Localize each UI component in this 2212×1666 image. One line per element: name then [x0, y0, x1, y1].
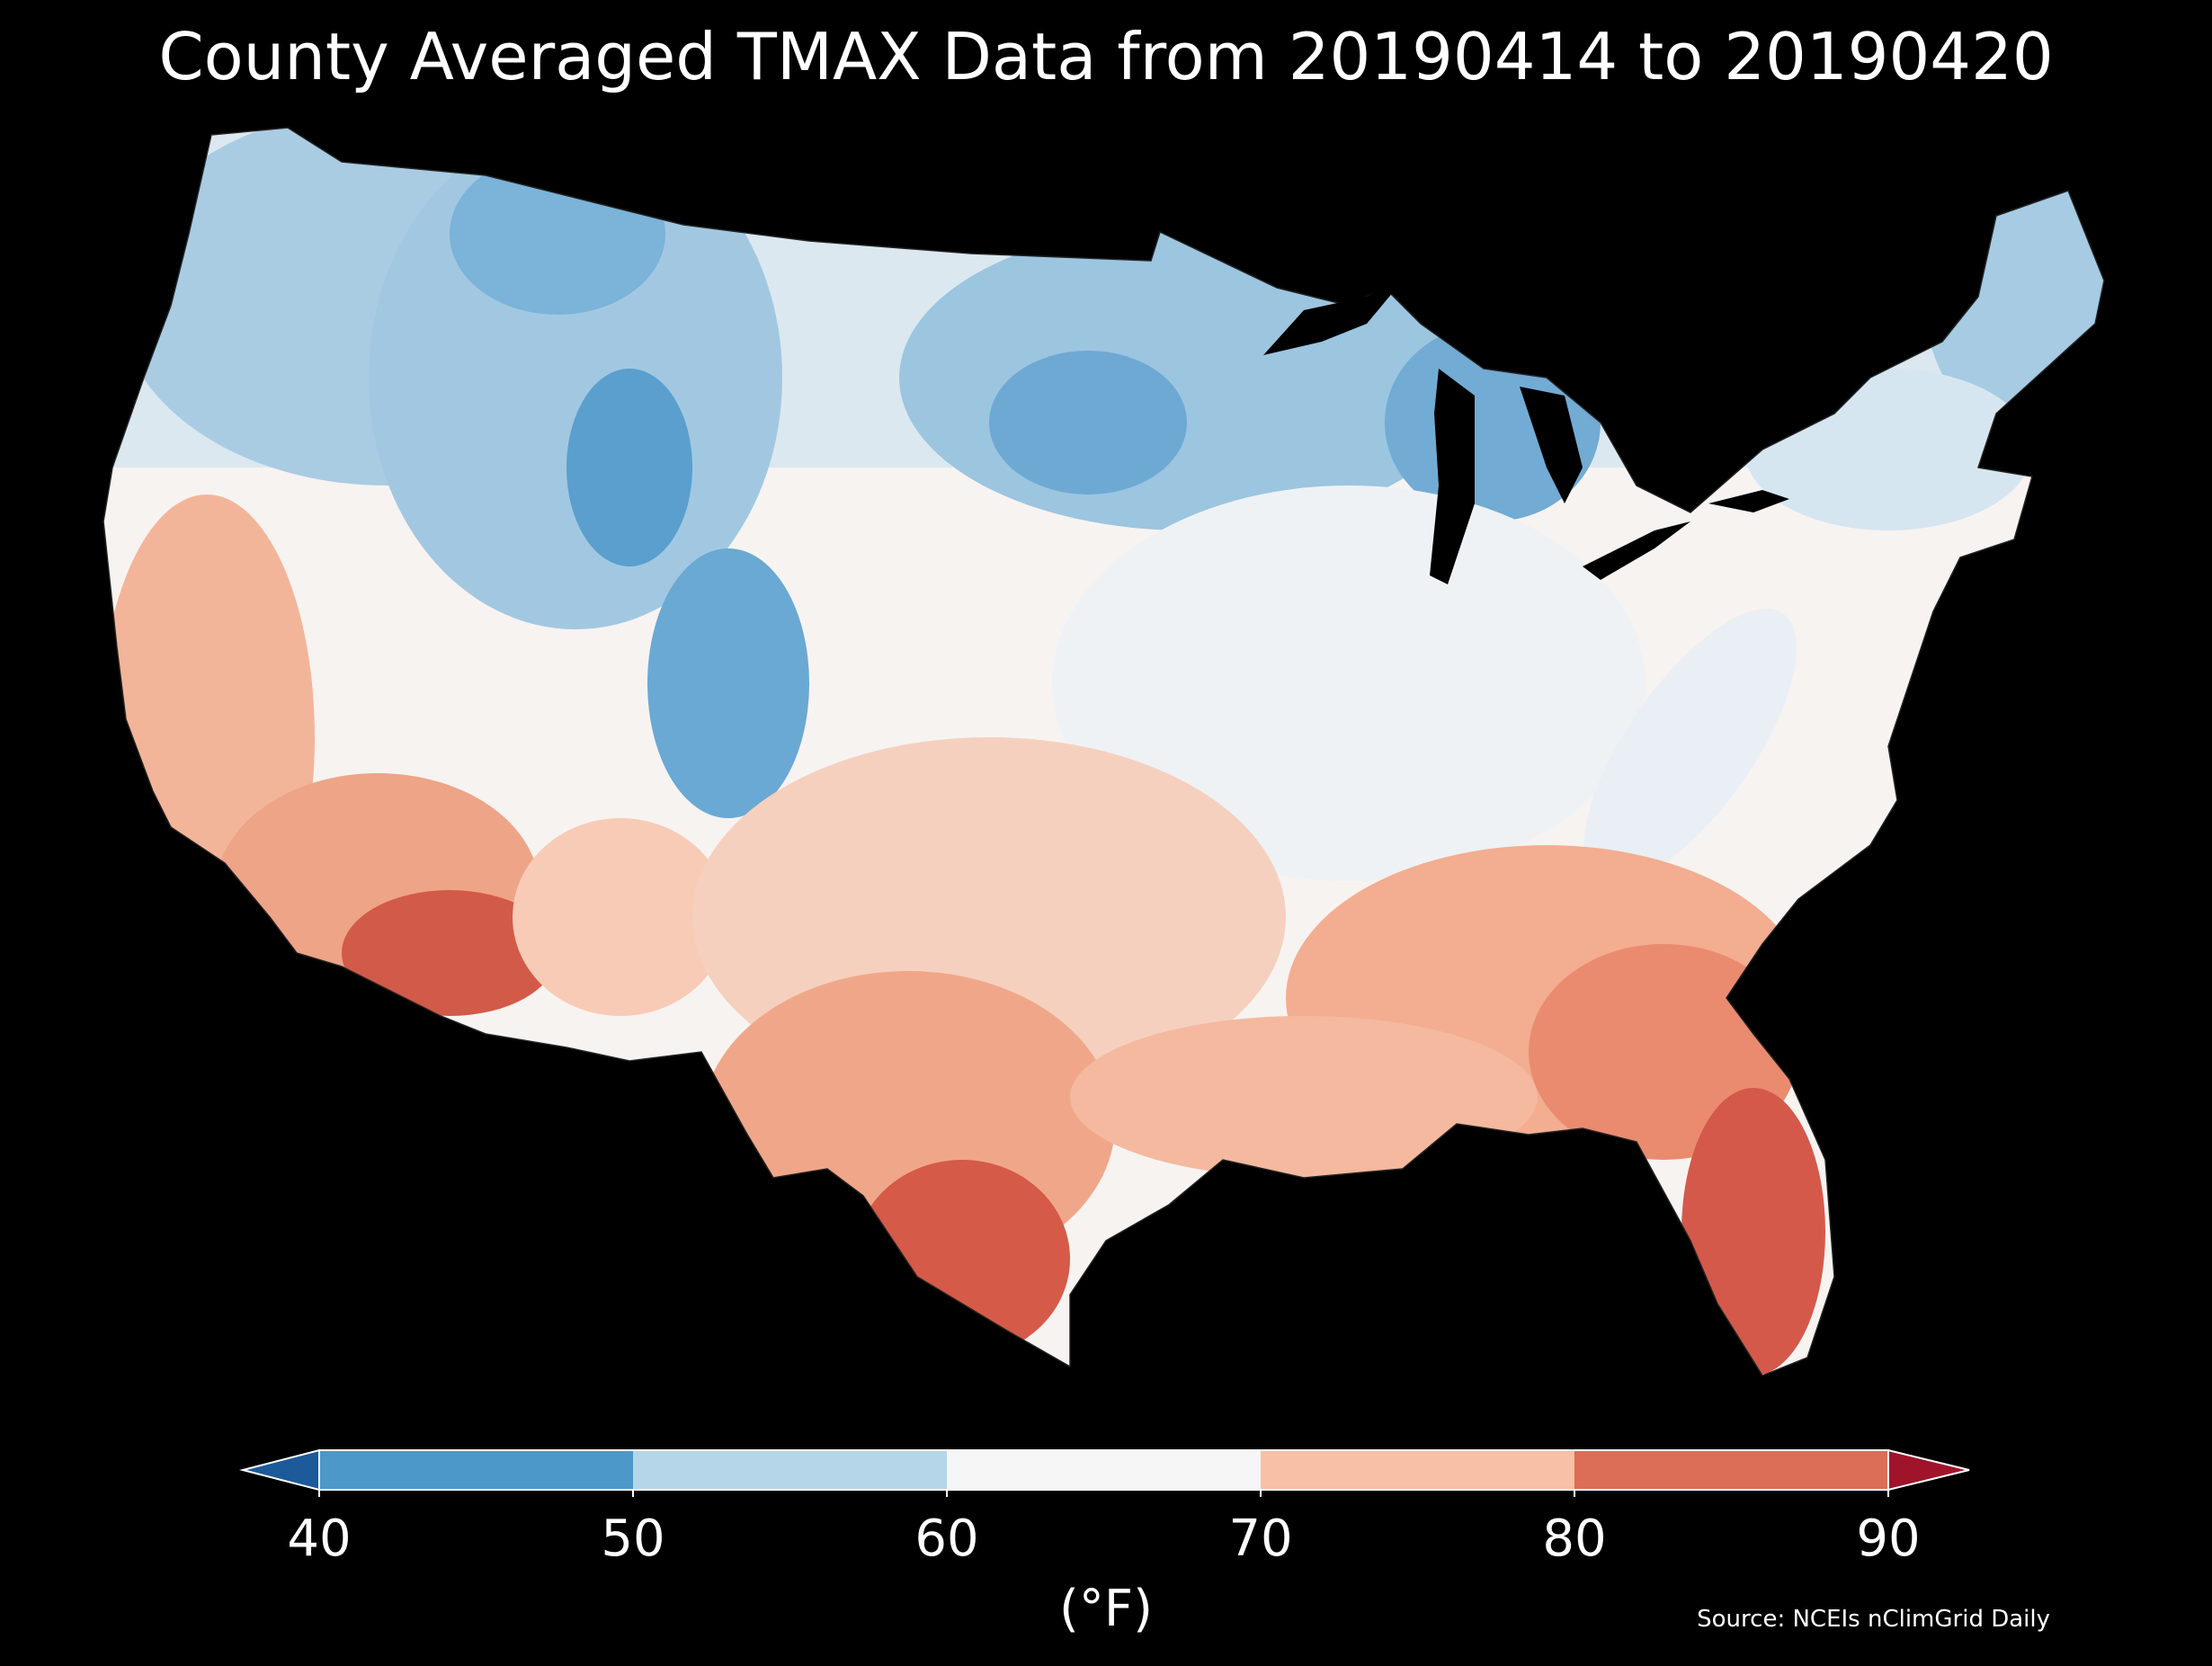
region-arizona-hot	[342, 890, 557, 1016]
colorbar-tick-label: 50	[601, 1510, 665, 1568]
lake-michigan	[1430, 369, 1475, 584]
region-midwest-white	[1052, 486, 1646, 881]
region-florida-hot	[1681, 1088, 1825, 1376]
colorbar-tick-label: 80	[1542, 1510, 1607, 1568]
region-gulf-coast-warm	[1070, 1016, 1538, 1178]
region-upper-midwest-cool	[899, 225, 1475, 530]
colorbar-bin-0	[319, 1450, 633, 1490]
colorbar-bin-2	[947, 1450, 1261, 1490]
colorbar-graphic	[239, 1448, 1970, 1497]
colorbar	[234, 1443, 1978, 1497]
colorbar-bin-3	[1261, 1450, 1574, 1490]
colorbar-tick-label: 70	[1228, 1510, 1293, 1568]
lake-huron	[1520, 387, 1583, 503]
region-new-mexico-warm	[513, 818, 728, 1016]
lake-ontario	[1708, 490, 1789, 512]
region-northeast-light	[1744, 369, 2032, 530]
colorbar-under-arrow	[239, 1448, 320, 1492]
region-minnesota-cold	[989, 351, 1187, 494]
colorbar-over-arrow	[1887, 1448, 1970, 1492]
region-wyoming-cold	[566, 369, 692, 566]
colorbar-tick-label: 60	[914, 1510, 979, 1568]
colorbar-unit-label: (°F)	[1059, 1580, 1153, 1638]
region-montana-cold	[450, 153, 665, 315]
lake-superior	[1263, 270, 1412, 355]
region-appalachian-white	[1583, 609, 1797, 884]
colorbar-tick-label: 40	[287, 1510, 352, 1568]
colorbar-outline	[318, 1449, 1889, 1491]
colorbar-bin-4	[1574, 1450, 1888, 1490]
colorbar-tick-label: 90	[1856, 1510, 1921, 1568]
source-note: Source: NCEIs nClimGrid Daily	[1697, 1606, 2050, 1633]
region-south-texas-hot	[854, 1160, 1070, 1358]
colorbar-bin-1	[633, 1450, 947, 1490]
region-colorado-cold	[647, 548, 809, 818]
map-title: County Averaged TMAX Data from 20190414 …	[158, 19, 2054, 94]
lake-erie	[1583, 521, 1690, 580]
